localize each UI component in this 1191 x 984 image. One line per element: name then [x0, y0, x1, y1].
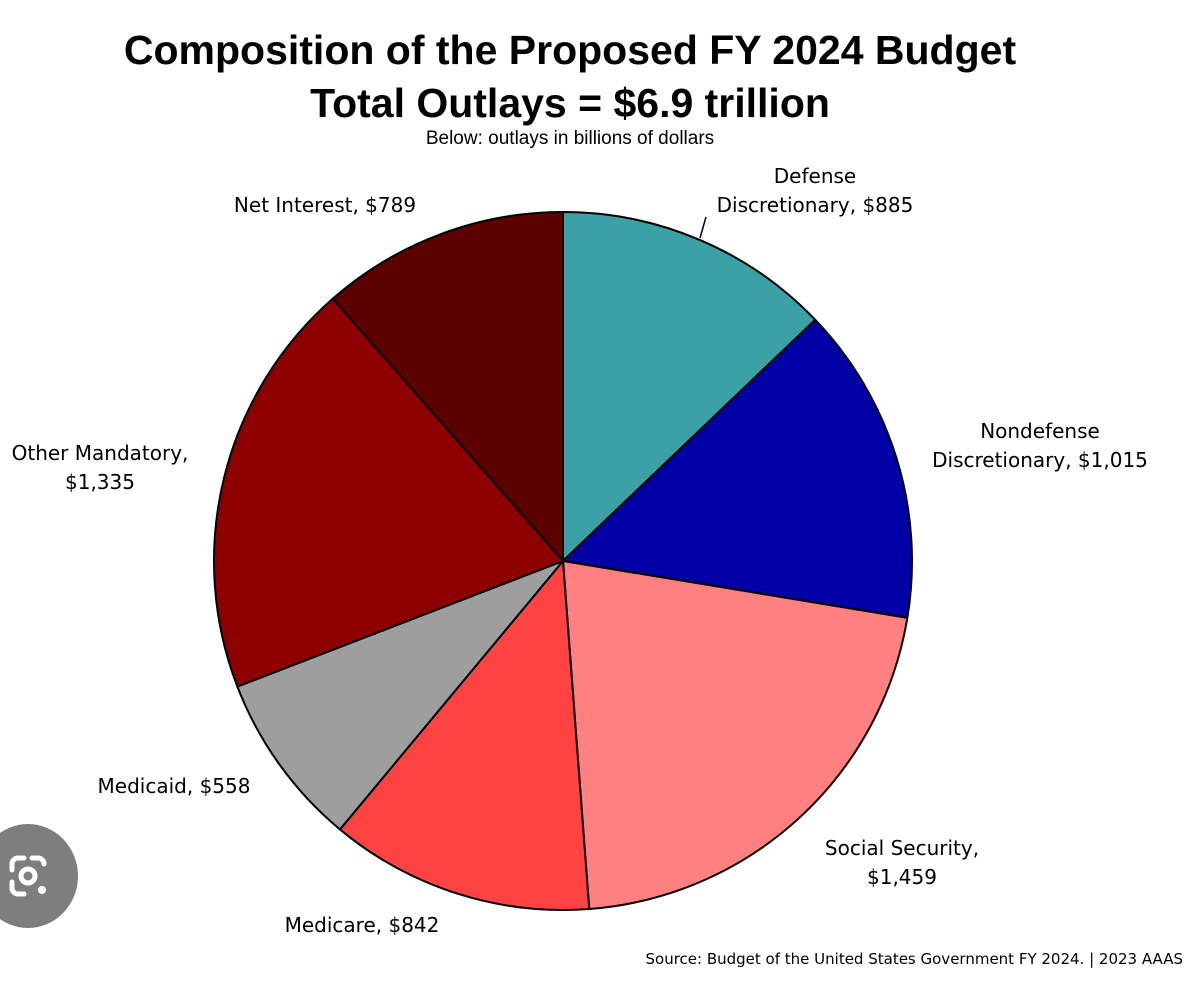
slice-label-social-security: Social Security, $1,459: [825, 836, 979, 889]
pie-slice-medicaid: [236, 558, 567, 831]
chart-units-note: Below: outlays in billions of dollars: [425, 128, 715, 149]
google-lens-icon: [9, 855, 47, 897]
lens-button[interactable]: [0, 824, 78, 928]
pie-slice-nondefense: [560, 318, 913, 619]
pie-slice-social-security: [561, 559, 909, 911]
pie-slice-net-interest: [331, 210, 564, 564]
slice-label-nondefense: Nondefense Discretionary, $1,015: [932, 419, 1148, 472]
chart-total-outlays: Total Outlays = $6.9 trillion: [310, 80, 830, 126]
defense-leader-line: [699, 216, 707, 239]
pie-slice-defense: [562, 210, 817, 564]
pie-slice-other-mandatory: [213, 297, 565, 688]
slice-label-defense: Defense Discretionary, $885: [717, 164, 914, 217]
slice-label-other-mandatory: Other Mandatory, $1,335: [12, 441, 189, 494]
slice-label-medicaid: Medicaid, $558: [98, 774, 251, 798]
slice-label-net-interest: Net Interest, $789: [234, 193, 416, 217]
chart-title: Composition of the Proposed FY 2024 Budg…: [123, 27, 1017, 73]
pie-slice-medicare: [338, 558, 591, 911]
slice-label-medicare: Medicare, $842: [285, 913, 440, 937]
chart-source: Source: Budget of the United States Gove…: [645, 950, 1184, 968]
